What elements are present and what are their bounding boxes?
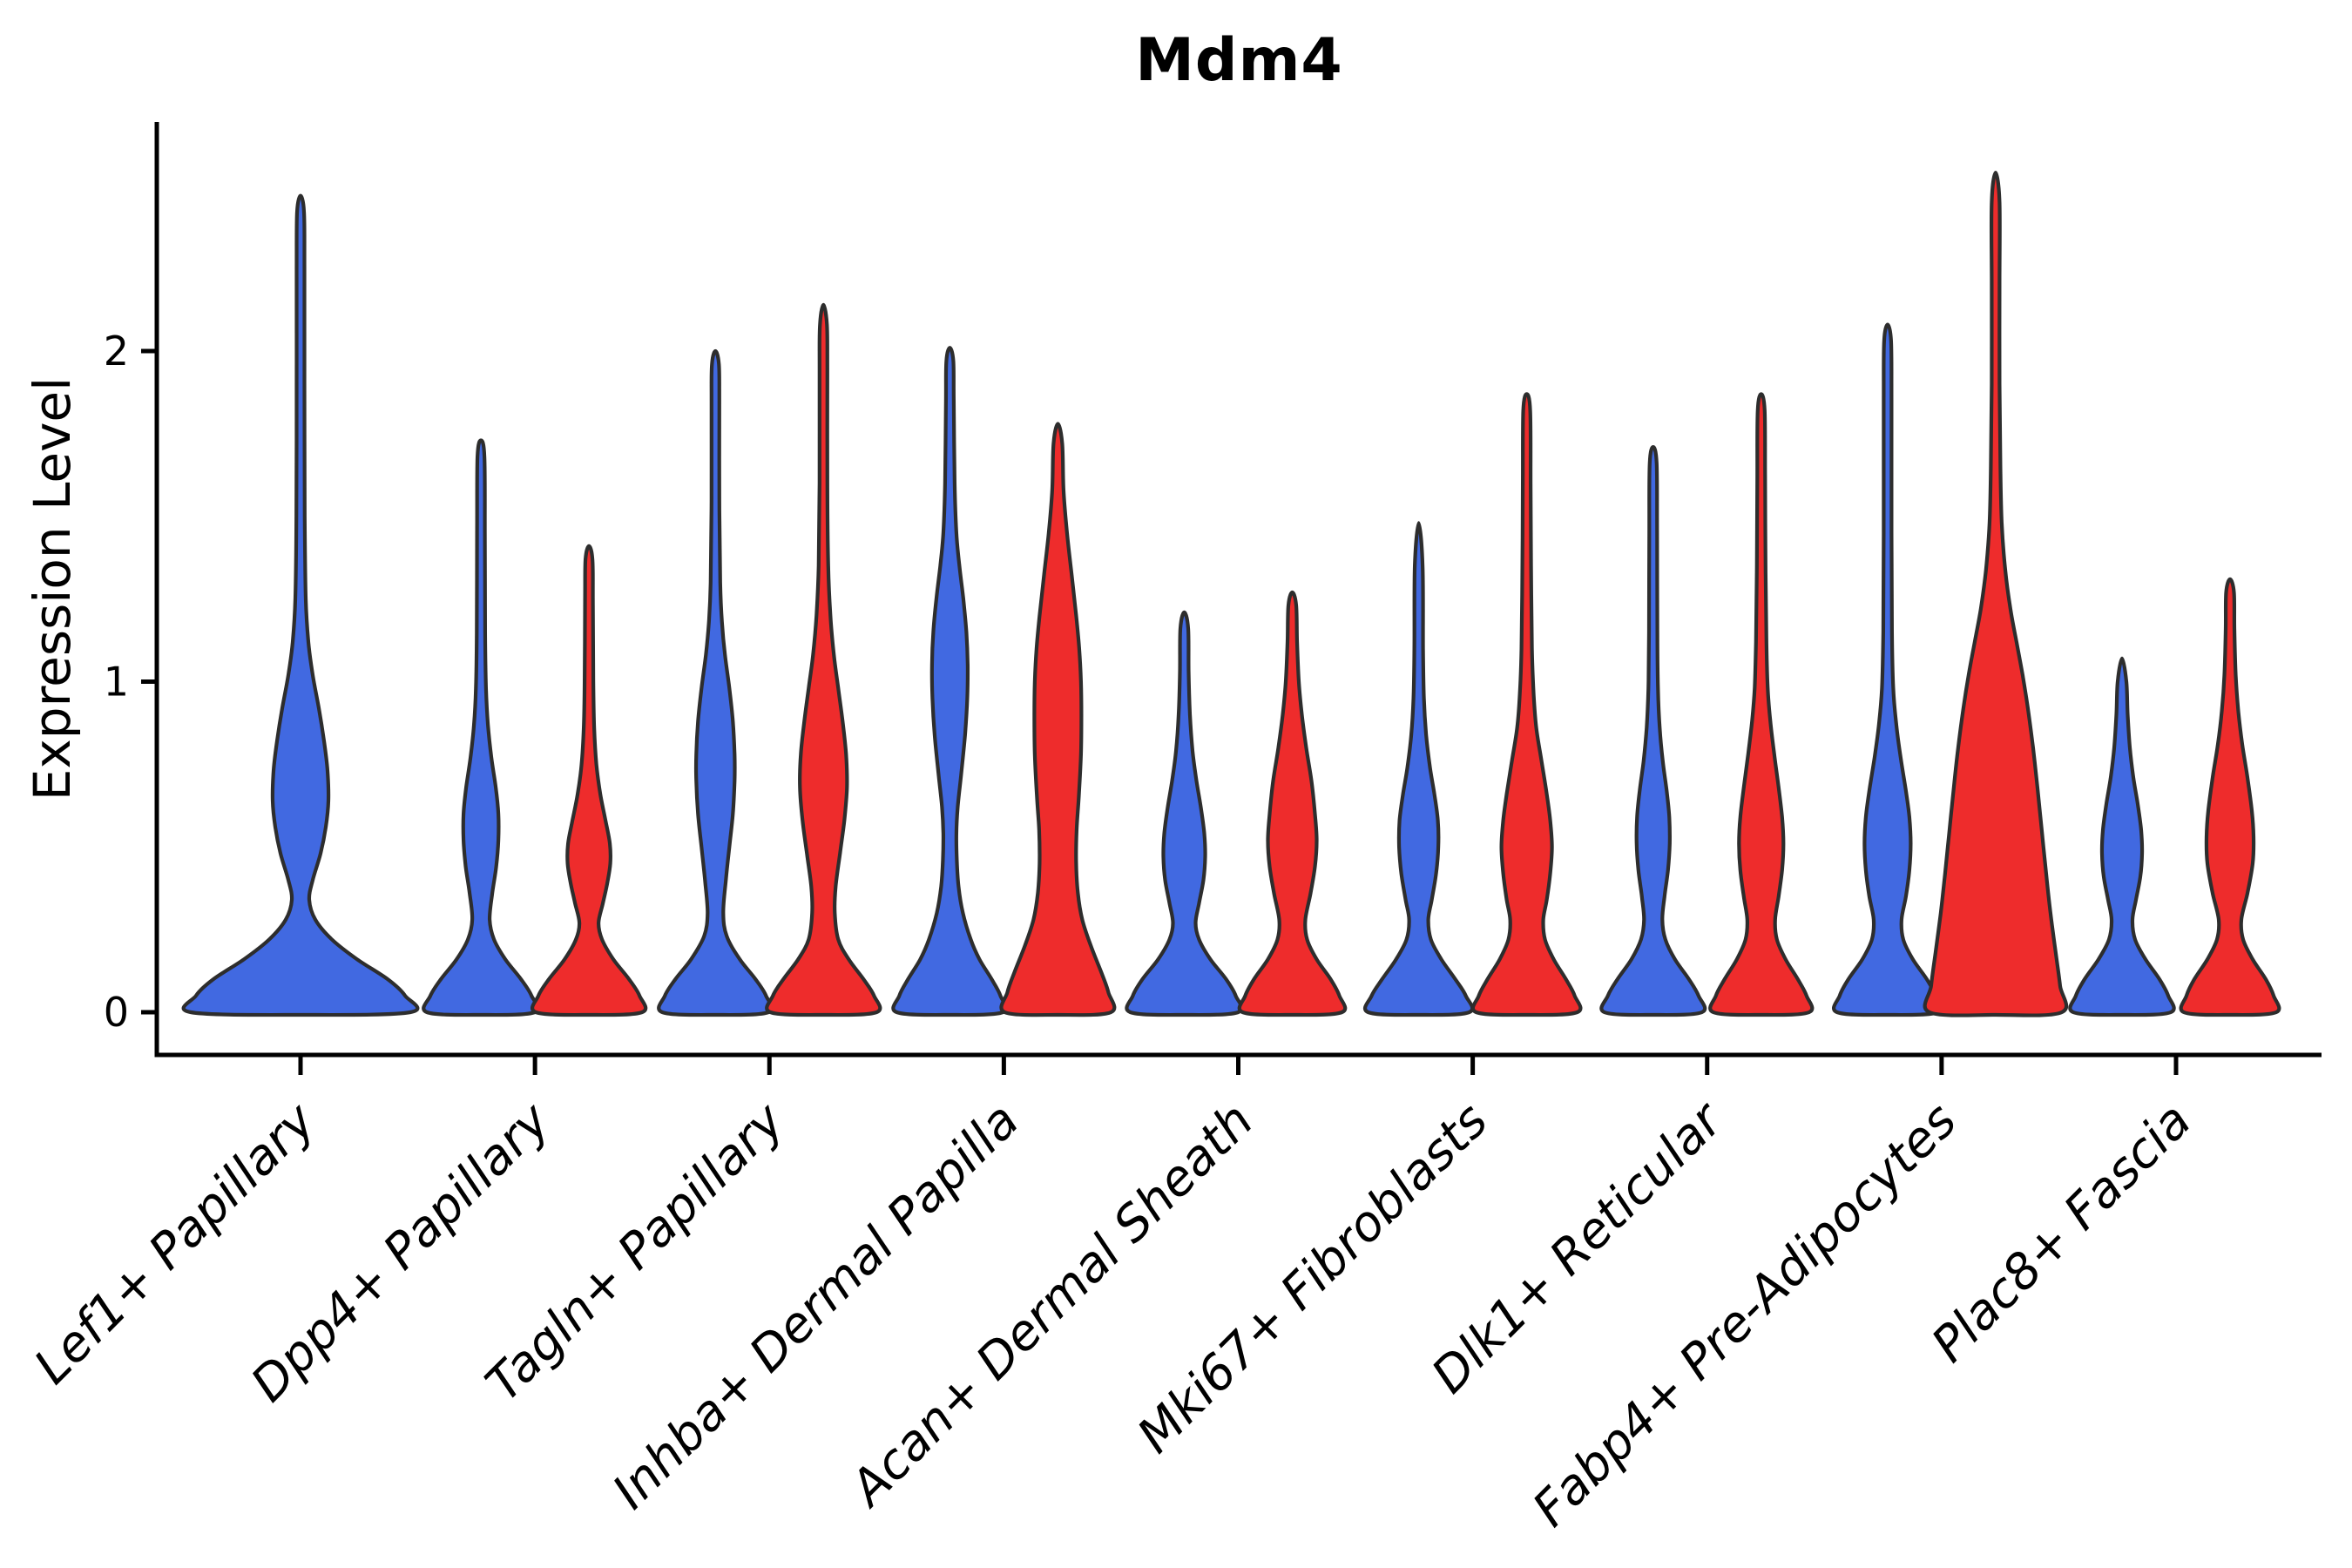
violin-dpp4-blue — [422, 438, 541, 1017]
plot-title: Mdm4 — [1135, 26, 1343, 95]
violin-acan-red — [1237, 590, 1348, 1017]
y-tick-label: 1 — [104, 659, 129, 706]
y-axis-label: Expression Level — [23, 376, 82, 801]
x-tick-label: Inhba+ Dermal Papilla — [602, 1092, 1030, 1520]
violin-acan-blue — [1125, 610, 1244, 1017]
x-tick-label: Fabp4+ Pre-Adipocytes — [1522, 1092, 1967, 1538]
violin-inhba-blue — [891, 346, 1009, 1017]
violin-plac8-blue — [2068, 656, 2176, 1017]
y-tick-label: 0 — [104, 989, 129, 1036]
violin-inhba-red — [999, 422, 1117, 1017]
violin-tagln-red — [765, 302, 882, 1017]
violin-tagln-blue — [657, 348, 774, 1017]
violin-plac8-red — [2179, 577, 2281, 1017]
violin-mki67-blue — [1362, 521, 1475, 1017]
violin-dpp4-red — [531, 544, 648, 1017]
violin-fabp4-blue — [1832, 322, 1943, 1017]
y-tick-label: 2 — [104, 328, 129, 375]
violin-mki67-red — [1470, 392, 1583, 1017]
violin-dlk1-blue — [1599, 445, 1707, 1017]
violin-lef1-blue — [181, 193, 420, 1017]
x-tick-label: Acan+ Dermal Sheath — [838, 1092, 1264, 1518]
violin-dlk1-red — [1708, 392, 1815, 1017]
violin-fabp4-red — [1923, 171, 2069, 1017]
